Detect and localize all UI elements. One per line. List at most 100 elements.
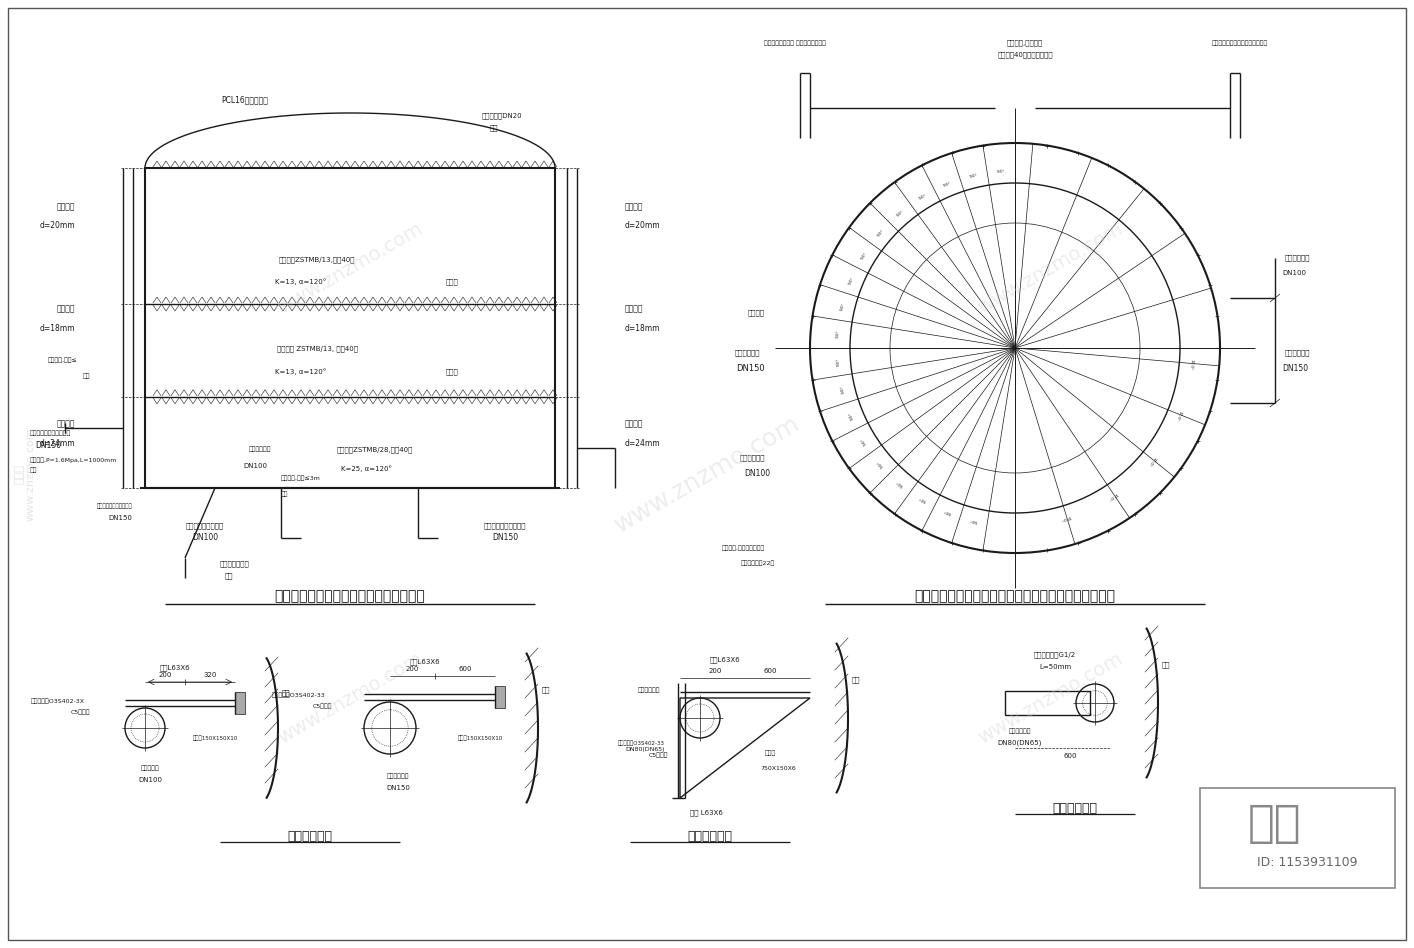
Text: 罐壁: 罐壁 <box>1162 662 1171 668</box>
Text: PCL16泡沫混合器: PCL16泡沫混合器 <box>222 96 269 104</box>
Text: 9.0°: 9.0° <box>836 357 841 366</box>
Text: DN150: DN150 <box>1282 363 1308 373</box>
Text: C5型管卡: C5型管卡 <box>71 709 90 715</box>
Text: DN150: DN150 <box>492 534 518 542</box>
Text: 9.0°: 9.0° <box>918 495 928 502</box>
Text: 消防冷却水管: 消防冷却水管 <box>638 687 660 693</box>
Text: www.znzmo.com: www.znzmo.com <box>974 648 1126 747</box>
Bar <box>235 692 245 714</box>
Bar <box>1005 691 1090 715</box>
Text: www.znzmo.com: www.znzmo.com <box>274 219 426 318</box>
Text: 角钢L63X6: 角钢L63X6 <box>410 659 440 665</box>
Text: 加强板150X150X10: 加强板150X150X10 <box>457 736 502 740</box>
Text: 接缝区消防冷却给排水管: 接缝区消防冷却给排水管 <box>98 503 133 509</box>
Text: 接缝区消防冷却给排水管: 接缝区消防冷却给排水管 <box>30 430 71 436</box>
Text: 消防给水立管: 消防给水立管 <box>734 350 759 356</box>
Text: 喷头安装详图: 喷头安装详图 <box>1052 801 1097 814</box>
Text: DN100: DN100 <box>139 777 163 783</box>
Text: 水雾喷头ZSTMB/28,共计40个: 水雾喷头ZSTMB/28,共计40个 <box>337 447 413 453</box>
Text: DN80(DN65): DN80(DN65) <box>625 748 665 753</box>
Text: d=24mm: d=24mm <box>40 439 75 447</box>
Text: K=13, α=120°: K=13, α=120° <box>276 279 327 285</box>
Text: 17.0°: 17.0° <box>1059 514 1072 521</box>
Text: 备同: 备同 <box>489 125 498 132</box>
Text: 上罐混合液管: 上罐混合液管 <box>740 455 765 462</box>
Text: www.znzmo.com: www.znzmo.com <box>274 648 426 747</box>
Text: 减压孔板: 减压孔板 <box>748 310 765 317</box>
Text: 立管支架详图: 立管支架详图 <box>287 830 332 843</box>
Text: 9.0°: 9.0° <box>877 228 885 238</box>
Text: 9.0°: 9.0° <box>969 173 978 179</box>
Text: 环管托架,具体做法见详图: 环管托架,具体做法见详图 <box>721 545 765 551</box>
Text: d=18mm: d=18mm <box>625 323 660 333</box>
Text: 17.0°: 17.0° <box>1107 491 1118 501</box>
Bar <box>1200 788 1396 888</box>
Text: 罐壁: 罐壁 <box>542 686 550 693</box>
Text: 罐壁: 罐壁 <box>281 690 290 696</box>
Text: 管卡安装见O3S402-33: 管卡安装见O3S402-33 <box>271 692 325 698</box>
Text: 减压孔板: 减压孔板 <box>625 304 643 313</box>
Text: 17.0°: 17.0° <box>1175 410 1182 422</box>
Text: L=50mm: L=50mm <box>1039 664 1070 670</box>
Text: K=13, α=120°: K=13, α=120° <box>276 368 327 374</box>
Text: 苯、辛酸、二氯乙烷、异辛醇储罐消防系统平面布置图: 苯、辛酸、二氯乙烷、异辛醇储罐消防系统平面布置图 <box>915 589 1116 603</box>
Text: 9.0°: 9.0° <box>943 181 952 188</box>
Text: 加强板: 加强板 <box>765 750 776 756</box>
Text: K=25, α=120°: K=25, α=120° <box>341 465 392 472</box>
Text: 管卡安装见O3S402-3X: 管卡安装见O3S402-3X <box>31 699 85 703</box>
Text: 600: 600 <box>1063 753 1076 759</box>
Text: 立管支架,间距≤3m: 立管支架,间距≤3m <box>281 476 321 482</box>
Text: 9.0°: 9.0° <box>840 302 846 311</box>
Text: 9.0°: 9.0° <box>840 385 846 394</box>
Text: 接缝区消防冷却给水管: 接缝区消防冷却给水管 <box>484 522 526 529</box>
Text: 清扫用法兰盲板: 清扫用法兰盲板 <box>221 560 250 567</box>
Text: 角钢 L63X6: 角钢 L63X6 <box>690 810 723 816</box>
Text: 角钢L63X6: 角钢L63X6 <box>160 665 191 671</box>
Text: DN100: DN100 <box>192 534 218 542</box>
Text: d=18mm: d=18mm <box>40 323 75 333</box>
Text: 9.0°: 9.0° <box>943 508 952 515</box>
Text: 600: 600 <box>458 666 472 672</box>
Text: ID: 1153931109: ID: 1153931109 <box>1257 856 1357 869</box>
Text: d=20mm: d=20mm <box>40 221 75 230</box>
Text: 9.0°: 9.0° <box>895 479 905 487</box>
Text: 加强板150X150X10: 加强板150X150X10 <box>192 736 238 740</box>
Text: 水雾喷头 ZSTMB/13, 共计40个: 水雾喷头 ZSTMB/13, 共计40个 <box>277 345 358 352</box>
Text: 立管支架,间距≤: 立管支架,间距≤ <box>47 357 76 363</box>
Text: 备同: 备同 <box>225 573 233 579</box>
Text: 每圈环管托架22个: 每圈环管托架22个 <box>741 560 775 566</box>
Text: 接消防冷却水管道 接泡沫混合液管道: 接消防冷却水管道 接泡沫混合液管道 <box>764 40 826 46</box>
Text: 苯、辛酸、二氯乙烷、异辛醇储罐立面图: 苯、辛酸、二氯乙烷、异辛醇储罐立面图 <box>274 589 426 603</box>
Text: 环管支架详图: 环管支架详图 <box>687 830 732 843</box>
Text: 泡沫混合液管: 泡沫混合液管 <box>249 447 271 452</box>
Bar <box>146 168 556 488</box>
Text: d=20mm: d=20mm <box>625 221 660 230</box>
Text: 上罐混合液管: 上罐混合液管 <box>1285 255 1311 262</box>
Text: 750X150X6: 750X150X6 <box>759 765 796 771</box>
Text: DN150: DN150 <box>107 515 132 521</box>
Text: 减压孔板: 减压孔板 <box>57 420 75 428</box>
Text: www.znzmo.com: www.znzmo.com <box>609 411 805 537</box>
Text: 罐壁: 罐壁 <box>853 677 861 684</box>
Text: 17.0°: 17.0° <box>1189 359 1193 371</box>
Text: 减压孔板: 减压孔板 <box>57 304 75 313</box>
Text: 消防冷却水管: 消防冷却水管 <box>387 774 409 779</box>
Text: 9.0°: 9.0° <box>836 330 841 338</box>
Text: 管卡安装见O3S402-33: 管卡安装见O3S402-33 <box>618 740 665 746</box>
Text: 减压孔板: 减压孔板 <box>625 420 643 428</box>
Text: DN100: DN100 <box>1282 270 1307 276</box>
Text: 9.0°: 9.0° <box>969 518 978 523</box>
Text: DN150: DN150 <box>737 363 765 373</box>
Text: 9.0°: 9.0° <box>848 411 855 421</box>
Text: 备同: 备同 <box>280 492 288 497</box>
Text: DN80(DN65): DN80(DN65) <box>998 739 1042 746</box>
Text: 9.0°: 9.0° <box>895 210 905 218</box>
Text: 加强圈: 加强圈 <box>447 279 460 285</box>
Text: DN150: DN150 <box>35 441 61 449</box>
Text: d=24mm: d=24mm <box>625 439 660 447</box>
Text: 600: 600 <box>764 668 776 674</box>
Text: 消防给水立管: 消防给水立管 <box>1285 350 1311 356</box>
Bar <box>495 686 505 708</box>
Text: 9.0°: 9.0° <box>848 276 855 285</box>
Text: 接缝区泡沫混合液管: 接缝区泡沫混合液管 <box>185 522 225 529</box>
